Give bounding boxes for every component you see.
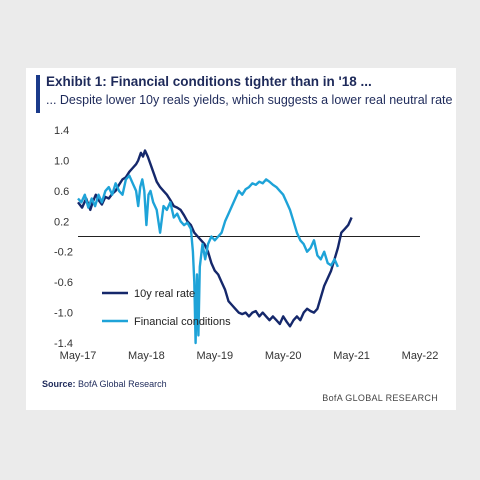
y-tick-label: -0.2: [54, 247, 73, 259]
source-text: BofA Global Research: [78, 379, 167, 389]
x-tick-label: May-20: [265, 350, 302, 362]
series-line-financial-conditions: [77, 174, 339, 345]
series-line-real-rate: [77, 149, 353, 328]
source-label: Source:: [42, 379, 76, 389]
x-tick-label: May-22: [402, 350, 439, 362]
x-tick-label: May-17: [60, 350, 97, 362]
chart-subtitle: ... Despite lower 10y reals yields, whic…: [46, 93, 453, 107]
y-tick-label: 1.4: [54, 125, 69, 137]
y-tick-label: 1.0: [54, 155, 69, 167]
y-tick-label: -0.6: [54, 277, 73, 289]
chart-title: Exhibit 1: Financial conditions tighter …: [46, 74, 372, 89]
y-tick-label: 0.2: [54, 216, 69, 228]
legend-label: 10y real rate: [134, 288, 195, 300]
x-tick-label: May-21: [333, 350, 370, 362]
brand-label: BofA GLOBAL RESEARCH: [322, 393, 438, 403]
y-tick-label: -1.0: [54, 308, 73, 320]
y-tick-label: -1.4: [54, 338, 73, 350]
source-note: Source: BofA Global Research: [42, 379, 167, 389]
accent-bar: [36, 75, 40, 113]
x-tick-label: May-18: [128, 350, 165, 362]
y-tick-label: 0.6: [54, 186, 69, 198]
x-tick-label: May-19: [196, 350, 233, 362]
legend-label: Financial conditions: [134, 316, 231, 328]
chart-card: [26, 68, 456, 410]
